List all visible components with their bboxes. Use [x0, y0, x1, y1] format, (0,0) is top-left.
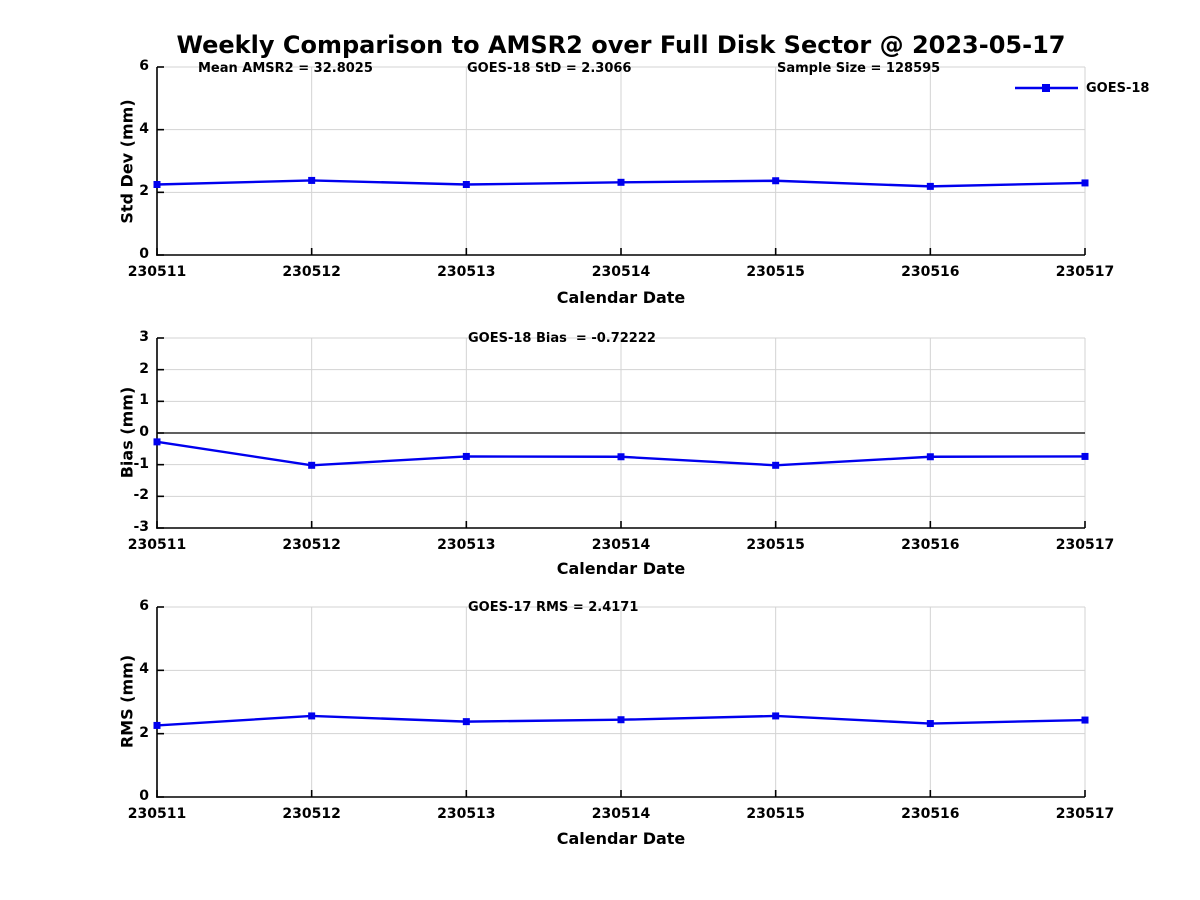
x-tick-label: 230514 [591, 264, 651, 280]
data-marker [617, 453, 625, 461]
y-tick-label: 2 [139, 360, 149, 377]
x-tick-label: 230517 [1055, 264, 1115, 280]
y-tick-label: -2 [133, 487, 149, 504]
x-tick-label: 230517 [1055, 806, 1115, 822]
y-tick-label: 6 [139, 58, 149, 74]
x-tick-label: 230516 [901, 806, 960, 822]
data-marker [926, 720, 934, 728]
data-marker [617, 716, 625, 724]
x-tick-label: 230512 [282, 537, 341, 553]
x-tick-label: 230513 [437, 264, 496, 280]
x-tick-label: 230514 [591, 537, 651, 553]
y-tick-label: 1 [139, 392, 149, 409]
y-tick-label: 2 [139, 724, 149, 741]
x-tick-label: 230516 [901, 537, 960, 553]
y-tick-label: 0 [139, 246, 149, 262]
data-marker [1081, 179, 1089, 187]
data-marker [153, 721, 161, 729]
x-tick-label: 230511 [127, 264, 187, 280]
data-marker [772, 461, 780, 469]
y-tick-label: 0 [139, 788, 149, 804]
legend-marker [1042, 84, 1050, 92]
x-tick-label: 230512 [282, 806, 341, 822]
ylabel-rms: RMS (mm) [117, 654, 137, 749]
x-tick-label: 230516 [901, 264, 960, 280]
x-tick-label: 230513 [437, 806, 496, 822]
x-tick-label: 230511 [127, 806, 187, 822]
data-marker [462, 452, 470, 460]
y-tick-label: 3 [139, 329, 149, 345]
data-marker [617, 178, 625, 186]
y-tick-label: 4 [139, 661, 149, 678]
data-marker [926, 453, 934, 461]
y-tick-label: 4 [139, 120, 149, 137]
x-tick-label: 230512 [282, 264, 341, 280]
annotation-goes17-rms: GOES-17 RMS = 2.4171 [468, 600, 639, 615]
data-marker [926, 182, 934, 190]
xlabel-calendar-date-3: Calendar Date [556, 829, 686, 848]
data-marker [772, 712, 780, 720]
xlabel-calendar-date-2: Calendar Date [556, 559, 686, 578]
x-tick-label: 230511 [127, 537, 187, 553]
y-tick-label: -1 [133, 455, 149, 472]
xlabel-calendar-date-1: Calendar Date [556, 288, 686, 307]
ylabel-std-dev: Std Dev (mm) [117, 99, 137, 224]
data-marker [462, 181, 470, 188]
subplot-bias [153, 337, 1089, 529]
x-tick-label: 230515 [746, 806, 805, 822]
x-tick-label: 230515 [746, 537, 805, 553]
y-tick-label: 2 [139, 183, 149, 200]
data-marker [308, 461, 316, 469]
data-marker [308, 176, 316, 184]
data-marker [308, 712, 316, 720]
data-marker [772, 177, 780, 185]
x-tick-label: 230515 [746, 264, 805, 280]
x-tick-label: 230517 [1055, 537, 1115, 553]
data-marker [153, 438, 161, 446]
figure-title: Weekly Comparison to AMSR2 over Full Dis… [176, 31, 1066, 59]
subplot-rms [153, 606, 1089, 798]
data-marker [1081, 716, 1089, 724]
y-tick-label: 0 [139, 424, 149, 440]
data-marker [1081, 452, 1089, 460]
subplot-std [153, 66, 1089, 256]
annotation-mean-amsr2: Mean AMSR2 = 32.8025 [198, 61, 373, 76]
data-marker [462, 718, 470, 726]
x-tick-label: 230514 [591, 806, 651, 822]
y-tick-label: -3 [133, 519, 149, 535]
y-tick-label: 6 [139, 598, 149, 614]
annotation-sample-size: Sample Size = 128595 [777, 61, 941, 76]
legend-label-goes18: GOES-18 [1086, 81, 1150, 96]
x-tick-label: 230513 [437, 537, 496, 553]
annotation-goes18-std: GOES-18 StD = 2.3066 [467, 61, 632, 76]
annotation-goes18-bias: GOES-18 Bias = -0.72222 [468, 331, 656, 346]
data-marker [153, 181, 161, 188]
